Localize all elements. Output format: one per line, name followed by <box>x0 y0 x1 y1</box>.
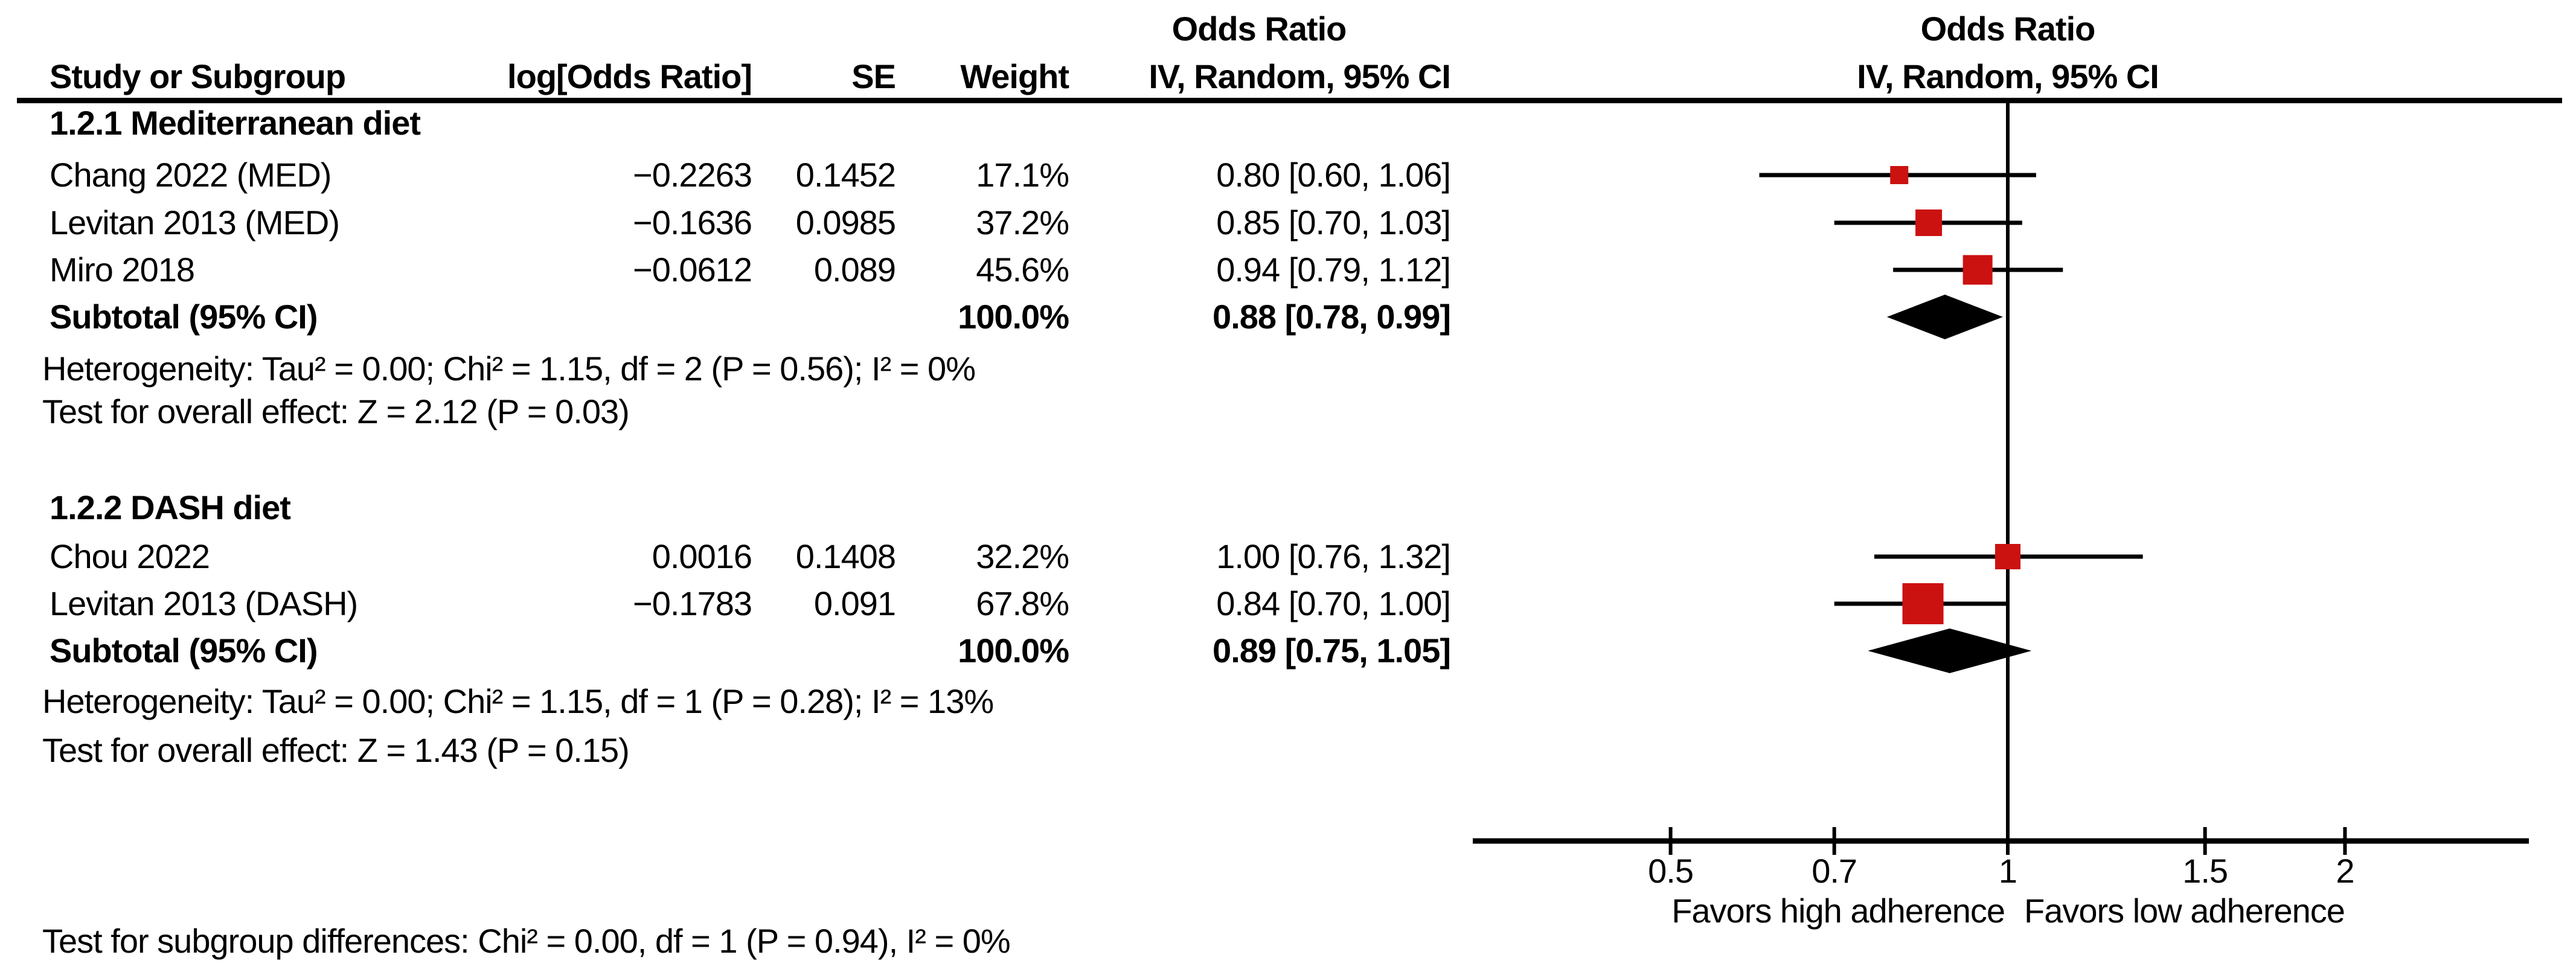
plot-column-header-or-ci: IV, Random, 95% CI <box>1857 57 2159 95</box>
axis-tick-label: 1 <box>1998 852 2017 890</box>
study-name: Chang 2022 (MED) <box>50 156 332 194</box>
column-header-or-ci: IV, Random, 95% CI <box>1149 57 1451 95</box>
study-name: Levitan 2013 (DASH) <box>50 584 358 622</box>
column-header-log-odds-ratio: log[Odds Ratio] <box>507 57 752 95</box>
column-header-study: Study or Subgroup <box>50 57 346 95</box>
axis-tick-label: 2 <box>2336 852 2354 890</box>
study-or-ci: 0.85 [0.70, 1.03] <box>1216 203 1451 241</box>
heterogeneity-line: Heterogeneity: Tau² = 0.00; Chi² = 1.15,… <box>42 682 994 720</box>
study-weight: 37.2% <box>976 203 1069 241</box>
study-name: Levitan 2013 (MED) <box>50 203 340 241</box>
study-se: 0.1452 <box>795 156 896 194</box>
study-log-or: −0.2263 <box>633 156 752 194</box>
subgroup-1-label: 1.2.1 Mediterranean diet <box>50 104 421 142</box>
subtotal-label: Subtotal (95% CI) <box>50 298 318 336</box>
effect-square <box>1962 255 1993 285</box>
subtotal-or-ci: 0.88 [0.78, 0.99] <box>1213 298 1451 336</box>
study-or-ci: 0.94 [0.79, 1.12] <box>1216 251 1451 289</box>
subtotal-label: Subtotal (95% CI) <box>50 631 318 670</box>
overall-effect-line: Test for overall effect: Z = 2.12 (P = 0… <box>42 392 630 430</box>
axis-tick-label: 0.7 <box>1812 852 1857 890</box>
favors-left-label: Favors high adherence <box>1671 892 2005 930</box>
study-name: Chou 2022 <box>50 537 210 575</box>
study-log-or: −0.1636 <box>633 203 752 241</box>
header-rule <box>17 98 2562 103</box>
pooled-diamond <box>1886 295 2003 339</box>
study-name: Miro 2018 <box>50 251 195 289</box>
subgroup-2-label: 1.2.2 DASH diet <box>50 488 291 526</box>
study-log-or: −0.0612 <box>633 251 752 289</box>
effect-square <box>1995 544 2020 569</box>
study-weight: 17.1% <box>976 156 1069 194</box>
effect-square <box>1915 209 1943 236</box>
effect-square <box>1902 583 1944 624</box>
subgroup-differences-line: Test for subgroup differences: Chi² = 0.… <box>42 922 1011 960</box>
study-or-ci: 0.84 [0.70, 1.00] <box>1216 584 1451 622</box>
study-se: 0.0985 <box>795 203 896 241</box>
axis-tick-label: 1.5 <box>2182 852 2228 890</box>
study-weight: 45.6% <box>976 251 1069 289</box>
study-se: 0.1408 <box>795 537 896 575</box>
subtotal-or-ci: 0.89 [0.75, 1.05] <box>1213 631 1451 670</box>
axis-tick-label: 0.5 <box>1648 852 1694 890</box>
column-header-weight: Weight <box>960 57 1069 95</box>
heterogeneity-line: Heterogeneity: Tau² = 0.00; Chi² = 1.15,… <box>42 350 976 388</box>
effect-square <box>1890 166 1909 184</box>
subtotal-weight: 100.0% <box>958 298 1069 336</box>
study-log-or: −0.1783 <box>633 584 752 622</box>
study-se: 0.091 <box>813 584 896 622</box>
study-se: 0.089 <box>813 251 896 289</box>
subtotal-weight: 100.0% <box>958 631 1069 670</box>
study-log-or: 0.0016 <box>652 537 752 575</box>
column-header-se: SE <box>851 57 896 95</box>
plot-odds-ratio-title: Odds Ratio <box>1920 10 2096 48</box>
favors-right-label: Favors low adherence <box>2024 892 2345 930</box>
study-or-ci: 0.80 [0.60, 1.06] <box>1216 156 1451 194</box>
study-weight: 67.8% <box>976 584 1069 622</box>
study-or-ci: 1.00 [0.76, 1.32] <box>1216 537 1451 575</box>
overall-effect-line: Test for overall effect: Z = 1.43 (P = 0… <box>42 731 630 769</box>
stats-odds-ratio-title: Odds Ratio <box>1171 10 1347 48</box>
study-weight: 32.2% <box>976 537 1069 575</box>
pooled-diamond <box>1868 628 2032 673</box>
